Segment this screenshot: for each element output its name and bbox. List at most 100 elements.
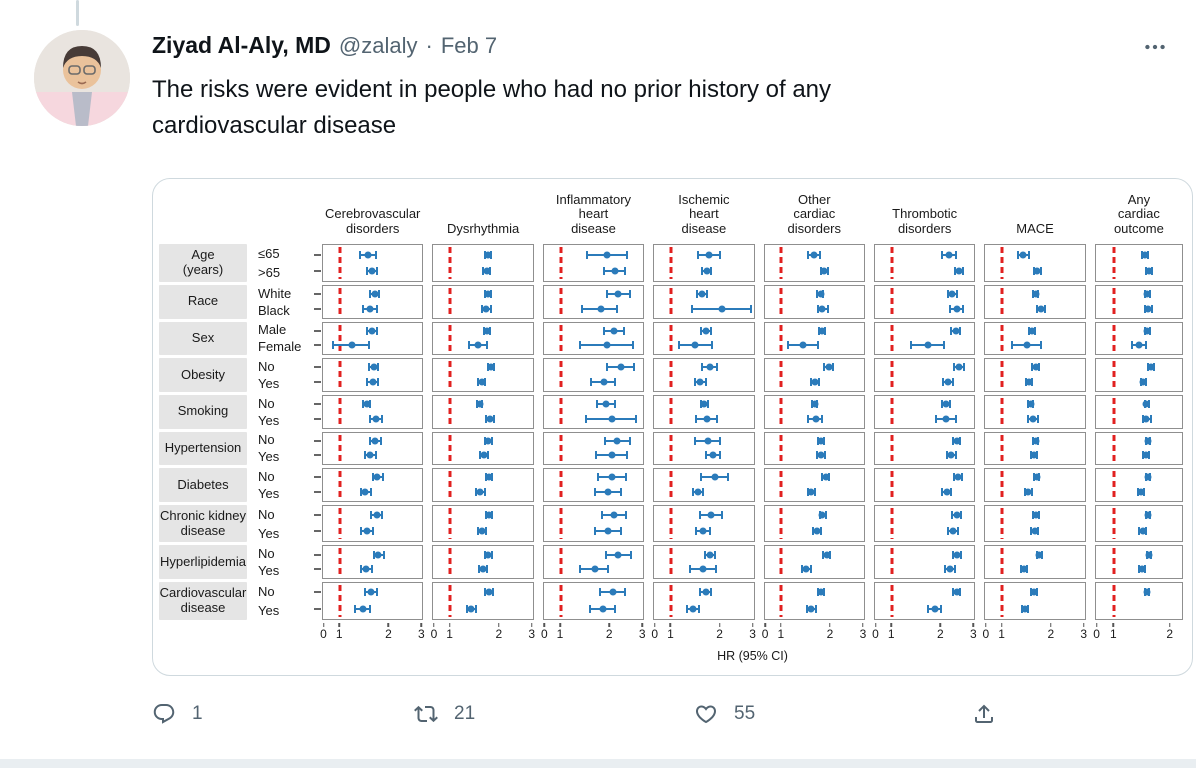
forest-cell <box>314 394 424 429</box>
ci-cap <box>578 341 581 350</box>
row-tick <box>314 403 321 406</box>
tweet-actions: 1 21 55 <box>152 702 1052 726</box>
point-estimate <box>1021 605 1029 613</box>
share-button[interactable] <box>972 702 996 726</box>
header-spacer <box>159 185 247 241</box>
axis-tick-label: 3 <box>859 626 867 641</box>
reference-line <box>779 247 783 279</box>
reference-line <box>890 585 894 617</box>
ci-cap <box>1145 341 1148 350</box>
reference-line <box>1000 247 1004 279</box>
forest-cell <box>653 504 755 543</box>
point-estimate <box>694 488 702 496</box>
avatar-image <box>34 30 130 126</box>
point-estimate <box>931 605 939 613</box>
reference-line <box>779 397 783 426</box>
forest-cell <box>763 394 865 429</box>
tweet-media-figure[interactable]: Cerebrovascular disorders Dysrhythmia Infla… <box>152 178 1193 676</box>
ci-cap <box>941 250 944 259</box>
subgroup-levels: No Yes <box>258 506 280 541</box>
forest-cell <box>763 358 865 392</box>
forest-cell <box>432 582 534 620</box>
point-estimate <box>479 565 487 573</box>
ci-cap <box>588 604 591 613</box>
point-estimate <box>953 511 961 519</box>
ci-cap <box>1036 414 1039 423</box>
author-handle[interactable]: @zalaly <box>338 33 418 58</box>
ci-cap <box>957 527 960 536</box>
reference-line <box>1112 507 1116 540</box>
point-estimate <box>704 437 712 445</box>
header-spacer <box>256 185 313 241</box>
axis-tick <box>718 622 721 627</box>
point-estimate <box>368 267 376 275</box>
subgroup-levels: No Yes <box>258 359 280 391</box>
subgroup-levels: Male Female <box>258 322 302 355</box>
ci-cap <box>380 511 383 520</box>
ci-cap <box>358 250 361 259</box>
retweet-count: 21 <box>454 703 476 724</box>
axis-tick <box>1169 622 1171 627</box>
ci-cap <box>705 451 708 460</box>
retweet-button[interactable]: 21 <box>414 702 694 726</box>
point-estimate <box>485 511 493 519</box>
ci-cap <box>578 565 581 574</box>
axis-tick <box>1000 622 1003 627</box>
reference-line <box>559 361 563 389</box>
reply-button[interactable]: 1 <box>152 702 414 726</box>
ci-cap <box>370 511 373 520</box>
axis-tick-label: 3 <box>970 626 977 641</box>
point-estimate <box>1137 488 1145 496</box>
outcome-header-4: Other cardiac disorders <box>787 191 842 236</box>
subgroup-label: Obesity <box>159 358 247 392</box>
point-estimate <box>954 473 962 481</box>
point-estimate <box>1033 267 1041 275</box>
point-estimate <box>608 451 616 459</box>
ci-cap <box>958 326 961 335</box>
point-estimate <box>1143 290 1151 298</box>
point-estimate <box>703 267 711 275</box>
reference-line <box>559 471 563 499</box>
reference-line <box>338 471 342 499</box>
reference-line <box>890 287 894 316</box>
point-estimate <box>1033 473 1040 481</box>
ci-cap <box>953 266 956 275</box>
ci-cap <box>701 363 704 372</box>
avatar[interactable] <box>34 30 130 126</box>
ci-cap <box>585 414 588 423</box>
author-name[interactable]: Ziyad Al-Aly, MD <box>152 32 331 58</box>
point-estimate <box>591 565 599 573</box>
forest-cell <box>873 545 976 580</box>
point-estimate <box>702 327 710 335</box>
ci-cap <box>381 414 384 423</box>
reference-line <box>448 324 452 353</box>
point-estimate <box>367 588 375 596</box>
ci-cap <box>625 451 628 460</box>
reference-line <box>1000 397 1004 426</box>
ci-cap <box>959 588 962 597</box>
point-estimate <box>706 363 714 371</box>
point-estimate <box>484 290 492 298</box>
more-options-icon[interactable] <box>1142 34 1168 60</box>
ci-cap <box>952 473 955 482</box>
forest-cell <box>873 394 976 429</box>
like-button[interactable]: 55 <box>694 702 972 726</box>
axis-tick <box>1083 622 1085 627</box>
ci-cap <box>484 527 487 536</box>
reference-line <box>338 247 342 279</box>
point-estimate <box>361 488 369 496</box>
axis-tick-label: 2 <box>937 626 944 641</box>
ci-cap <box>826 266 829 275</box>
point-estimate <box>370 363 378 371</box>
ci-cap <box>698 604 701 613</box>
ci-cap <box>480 304 483 313</box>
ci-cap <box>379 436 382 445</box>
reference-line <box>448 397 452 426</box>
forest-cell <box>653 244 755 282</box>
ci-cap <box>944 565 947 574</box>
tweet-date[interactable]: Feb 7 <box>440 33 498 58</box>
forest-cell <box>432 394 534 429</box>
axis-tick-label: 0 <box>872 626 879 641</box>
axis-tick <box>985 622 987 627</box>
